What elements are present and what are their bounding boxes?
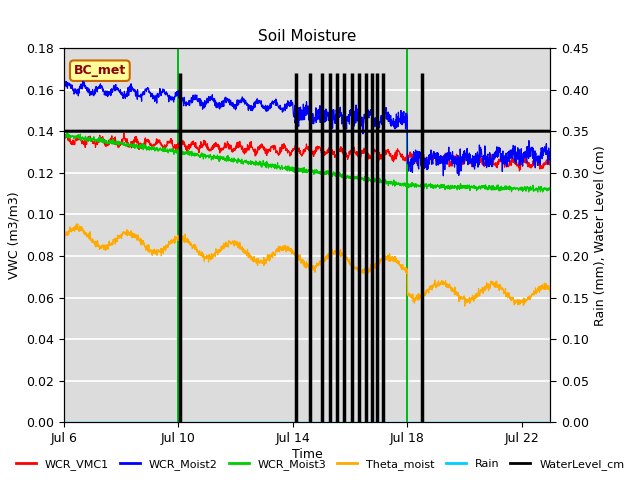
Title: Soil Moisture: Soil Moisture bbox=[258, 29, 356, 44]
X-axis label: Time: Time bbox=[292, 448, 323, 461]
Y-axis label: VWC (m3/m3): VWC (m3/m3) bbox=[8, 192, 20, 279]
Y-axis label: Rain (mm), Water Level (cm): Rain (mm), Water Level (cm) bbox=[595, 145, 607, 325]
Text: BC_met: BC_met bbox=[74, 64, 126, 77]
Legend: WCR_VMC1, WCR_Moist2, WCR_Moist3, Theta_moist, Rain, WaterLevel_cm: WCR_VMC1, WCR_Moist2, WCR_Moist3, Theta_… bbox=[11, 455, 629, 474]
